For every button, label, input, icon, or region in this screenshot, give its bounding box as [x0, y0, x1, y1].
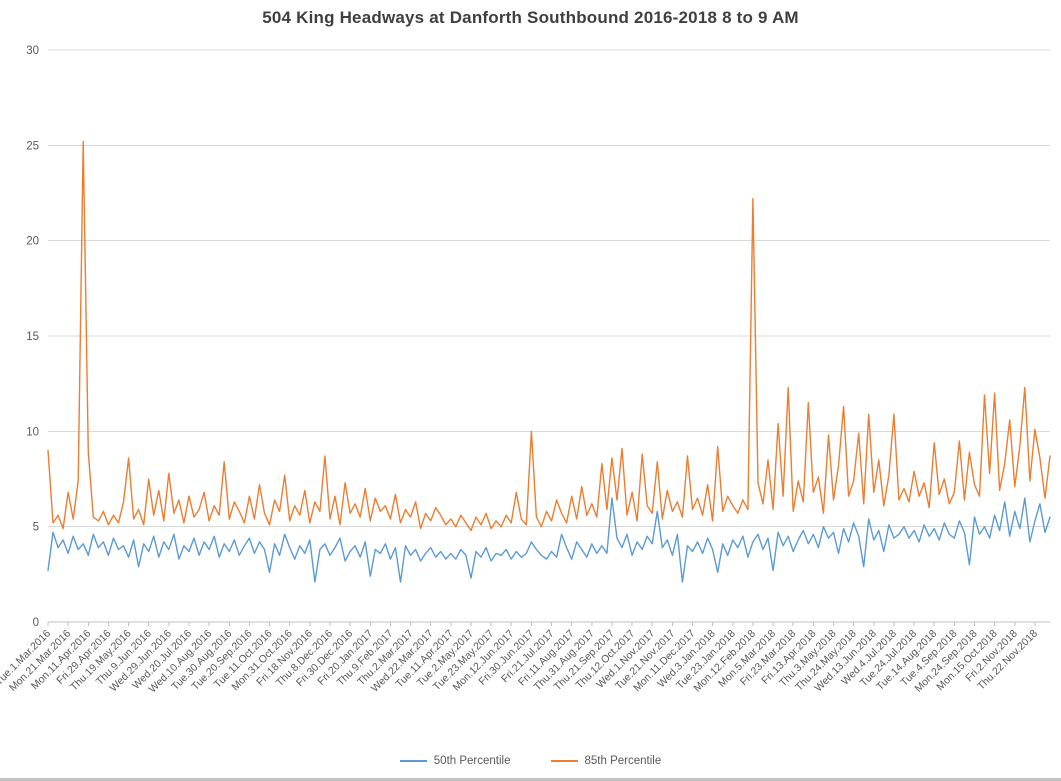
y-axis-tick-label: 0 — [33, 617, 39, 629]
legend: 50th Percentile 85th Percentile — [0, 755, 1061, 767]
y-axis-tick-label: 30 — [26, 45, 39, 57]
y-axis-tick-label: 10 — [26, 426, 39, 438]
legend-line-marker-85th — [550, 760, 578, 762]
y-axis-tick-label: 20 — [26, 236, 39, 248]
line-chart-plot: 051015202530Tue.1.Mar.2016Mon.21.Mar.201… — [0, 45, 1051, 695]
series-line-50th-percentile — [47, 497, 1051, 583]
series-line-85th-percentile — [47, 140, 1051, 532]
y-axis-tick-label: 15 — [26, 331, 39, 343]
y-axis-tick-label: 25 — [26, 140, 39, 152]
chart-title: 504 King Headways at Danforth Southbound… — [262, 8, 799, 27]
legend-label-85th: 85th Percentile — [584, 755, 662, 767]
window-bottom-edge — [0, 778, 1061, 781]
legend-line-marker-50th — [399, 760, 427, 762]
legend-item-50th-percentile: 50th Percentile — [399, 755, 511, 767]
legend-label-50th: 50th Percentile — [433, 755, 511, 767]
y-axis-tick-label: 5 — [33, 522, 39, 534]
legend-item-85th-percentile: 85th Percentile — [550, 755, 662, 767]
